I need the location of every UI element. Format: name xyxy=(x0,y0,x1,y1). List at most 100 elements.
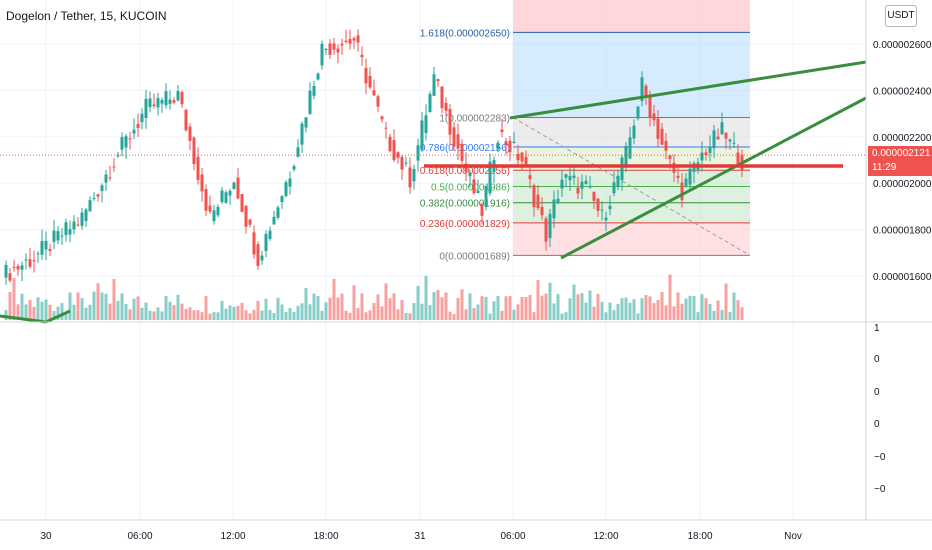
x-tick-label: 18:00 xyxy=(687,531,712,542)
candle xyxy=(384,122,388,139)
volume-bar xyxy=(464,309,468,320)
volume-bar xyxy=(40,301,44,320)
candle xyxy=(708,135,712,162)
candle xyxy=(492,156,496,184)
candle xyxy=(276,205,280,220)
candle xyxy=(200,168,204,202)
candle xyxy=(676,165,680,184)
candle xyxy=(712,124,716,158)
fibonacci-retracement[interactable]: 1.618(0.000002650) 1(0.000002283) 0.786(0.… xyxy=(420,0,751,262)
volume-bar xyxy=(124,304,128,320)
volume-bar xyxy=(104,293,108,320)
x-tick-label: Nov xyxy=(784,531,802,542)
candle xyxy=(296,139,300,158)
candle xyxy=(220,186,224,204)
candle xyxy=(176,85,180,102)
candle xyxy=(628,126,632,160)
fib-level-label: 1(0.000002283) xyxy=(439,114,510,125)
candle xyxy=(152,93,156,109)
volume-bar xyxy=(592,306,596,320)
volume-bar xyxy=(100,292,104,320)
volume-bar xyxy=(300,303,304,320)
candle xyxy=(436,78,440,87)
candle xyxy=(380,115,384,123)
volume-bar xyxy=(352,285,356,320)
candle xyxy=(112,158,116,172)
candle xyxy=(180,90,184,108)
candle xyxy=(596,197,600,217)
x-tick-label: 12:00 xyxy=(593,531,618,542)
volume-bar xyxy=(516,304,520,320)
candle xyxy=(336,44,340,64)
volume-bar xyxy=(72,304,76,320)
candle xyxy=(644,83,648,105)
current-price-label: 0.000002121 11:29 xyxy=(868,146,932,177)
candle xyxy=(552,190,556,229)
x-tick-label: 06:00 xyxy=(500,531,525,542)
candle xyxy=(376,94,380,113)
volume-bar xyxy=(188,307,192,320)
volume-bar xyxy=(700,294,704,320)
candle xyxy=(172,97,176,105)
volume-bar xyxy=(376,294,380,320)
volume-bar xyxy=(272,313,276,320)
symbol-title: Dogelon / Tether, 15, KUCOIN xyxy=(6,9,167,23)
volume-bar xyxy=(264,298,268,320)
fib-level-label: 0.382(0.000001916) xyxy=(420,199,510,210)
volume-bar xyxy=(568,298,572,320)
volume-bar xyxy=(648,296,652,320)
candle xyxy=(260,251,264,265)
candle xyxy=(52,219,56,250)
candle xyxy=(128,131,132,150)
volume-bar xyxy=(388,298,392,320)
candle xyxy=(564,173,568,188)
candle xyxy=(100,183,104,203)
volume-bar xyxy=(236,305,240,320)
volume-bar xyxy=(720,310,724,320)
candle xyxy=(64,218,68,242)
candle xyxy=(452,121,456,152)
volume-bar xyxy=(524,297,528,320)
y-tick-label: 0.000001800 xyxy=(873,226,932,237)
candle xyxy=(316,72,320,81)
volume-bar xyxy=(660,292,664,320)
candle xyxy=(680,173,684,208)
volume-bar xyxy=(196,310,200,320)
candle xyxy=(704,148,708,161)
candle xyxy=(164,83,168,109)
volume-bar xyxy=(504,296,508,320)
volume-bar xyxy=(184,309,188,320)
drawings[interactable] xyxy=(0,60,867,324)
volume-bar xyxy=(636,313,640,320)
candle xyxy=(536,185,540,211)
volume-bar xyxy=(472,308,476,320)
candle xyxy=(584,175,588,185)
volume-bar xyxy=(280,304,284,320)
volume-bar xyxy=(336,297,340,320)
volume-bar xyxy=(704,298,708,320)
indicator-tick-label: 0 xyxy=(874,419,880,430)
candle xyxy=(160,97,164,113)
volume-bar xyxy=(164,296,168,320)
candle xyxy=(420,112,424,152)
volume-bar xyxy=(676,292,680,320)
volume-bar xyxy=(484,296,488,320)
y-tick-label: 0.000002000 xyxy=(873,179,932,190)
volume-bar xyxy=(228,305,232,320)
volume-bar xyxy=(708,303,712,320)
volume-bars xyxy=(4,274,744,320)
volume-bar xyxy=(28,299,32,320)
lower-trendline xyxy=(560,96,867,260)
volume-bar xyxy=(508,295,512,320)
candle xyxy=(328,39,332,60)
candle xyxy=(484,185,488,211)
left-trendline xyxy=(0,314,47,324)
candle xyxy=(320,40,324,70)
candle xyxy=(600,201,604,221)
currency-badge[interactable]: USDT xyxy=(885,5,917,27)
candle xyxy=(108,165,112,181)
candle xyxy=(560,169,564,197)
volume-bar xyxy=(84,307,88,320)
